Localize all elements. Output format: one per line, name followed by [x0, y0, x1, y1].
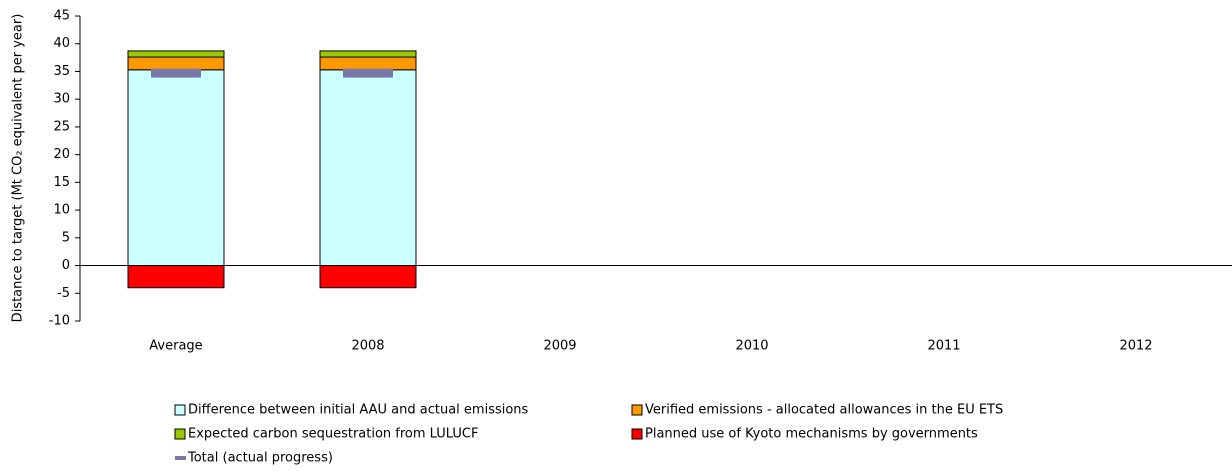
x-tick-label: 2010	[735, 339, 768, 354]
y-tick-label: 35	[53, 64, 70, 79]
total-marker	[151, 68, 201, 78]
legend-swatch	[631, 404, 643, 416]
x-tick-label: 2011	[927, 339, 960, 354]
y-tick-label: 20	[53, 147, 70, 162]
x-tick-label: 2012	[1119, 339, 1152, 354]
y-tick-label: 40	[53, 36, 70, 51]
legend-swatch	[175, 456, 186, 460]
y-tick-label: -5	[57, 286, 70, 301]
y-tick-label: 45	[53, 9, 70, 24]
y-axis-label: Distance to target (Mt CO₂ equivalent pe…	[11, 14, 26, 323]
y-tick-label: 25	[53, 119, 70, 134]
legend-label: Planned use of Kyoto mechanisms by gover…	[645, 427, 978, 442]
legend-swatch	[174, 404, 186, 416]
bar-segment	[127, 50, 225, 58]
bar-segment	[127, 265, 225, 289]
bar-segment	[319, 69, 417, 267]
y-tick-label: 10	[53, 203, 70, 218]
bar-segment	[127, 69, 225, 267]
total-marker	[343, 68, 393, 78]
x-tick-label: 2009	[543, 339, 576, 354]
legend-swatch	[631, 428, 643, 440]
bar-segment	[319, 265, 417, 289]
y-tick-label: 15	[53, 175, 70, 190]
x-tick-label: 2008	[351, 339, 384, 354]
bar-segment	[127, 56, 225, 71]
x-tick-label: Average	[149, 339, 202, 354]
legend-label: Difference between initial AAU and actua…	[188, 403, 529, 418]
legend-label: Verified emissions - allocated allowance…	[645, 403, 1003, 418]
bar-segment	[319, 56, 417, 71]
y-tick-label: 30	[53, 92, 70, 107]
legend-label: Expected carbon sequestration from LULUC…	[188, 427, 478, 442]
y-tick-label: 0	[62, 258, 70, 273]
legend-label: Total (actual progress)	[187, 451, 333, 466]
bar-segment	[319, 50, 417, 58]
y-tick-label: 5	[62, 230, 70, 245]
y-tick-label: -10	[49, 314, 70, 329]
legend-swatch	[174, 428, 186, 440]
